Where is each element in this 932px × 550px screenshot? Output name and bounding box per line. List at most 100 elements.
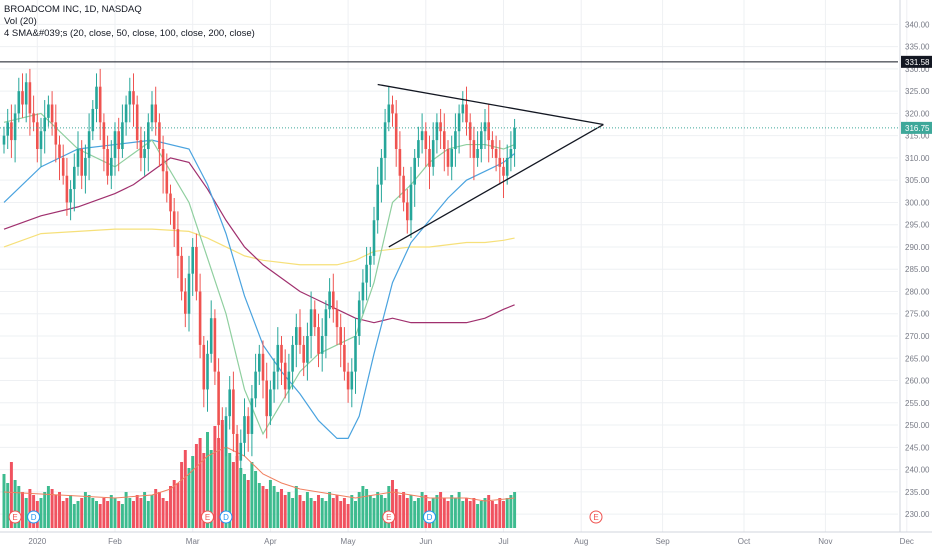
volume-bar [120, 504, 124, 528]
volume-bar [28, 489, 32, 528]
candle-body [465, 104, 468, 123]
volume-bar [268, 480, 272, 528]
candle-body [28, 82, 32, 114]
candle-body [491, 140, 494, 150]
candle-body [261, 353, 265, 381]
candle-body [80, 149, 83, 176]
volume-bar [6, 483, 10, 528]
volume-bar [180, 462, 184, 528]
candle-body [420, 131, 424, 141]
candle-body [91, 108, 95, 132]
price-tick-label: 230.00 [905, 510, 930, 519]
candle-body [246, 416, 250, 434]
volume-bars [2, 420, 517, 528]
volume-bar [309, 498, 313, 528]
volume-bar [183, 450, 187, 528]
volume-bar [235, 456, 239, 528]
volume-bar [294, 486, 298, 528]
volume-bar [24, 498, 28, 528]
candle-body [387, 104, 391, 123]
candle-body [439, 122, 442, 132]
volume-bar [402, 492, 406, 528]
volume-bar [172, 480, 176, 528]
volume-bar [305, 492, 309, 528]
event-marker[interactable]: E [8, 510, 22, 524]
triangle-lower-line [388, 123, 604, 248]
candle-body [350, 371, 354, 390]
price-tick-label: 340.00 [905, 20, 930, 29]
volume-bar [372, 498, 376, 528]
price-tick-label: 235.00 [905, 488, 930, 497]
candle-body [372, 220, 376, 256]
volume-bar [365, 489, 369, 528]
price-tick-label: 260.00 [905, 377, 930, 386]
time-tick-label: Aug [574, 537, 588, 546]
volume-bar [128, 498, 132, 528]
horizontal-line-label: 331.58 [905, 58, 930, 67]
candle-body [224, 416, 228, 448]
volume-bar [424, 495, 428, 528]
event-marker[interactable]: D [219, 510, 233, 524]
price-tick-label: 310.00 [905, 154, 930, 163]
event-marker[interactable]: D [423, 510, 436, 524]
candle-body [317, 327, 320, 354]
volume-bar [450, 495, 454, 528]
volume-bar [502, 501, 505, 528]
time-tick-label: Jul [498, 537, 508, 546]
event-marker[interactable]: E [382, 510, 396, 524]
volume-bar [328, 492, 332, 528]
volume-bar [283, 495, 287, 528]
volume-bar [280, 489, 283, 528]
volume-bar [139, 498, 143, 528]
candle-body [324, 309, 328, 337]
event-label: E [205, 513, 210, 522]
candle-body [376, 184, 379, 221]
candle-body [339, 327, 342, 345]
volume-bar [80, 498, 84, 528]
volume-bar [157, 492, 161, 528]
candle-body [461, 104, 465, 114]
volume-bar [505, 498, 509, 528]
candle-body [32, 113, 35, 123]
candle-body [287, 371, 291, 390]
sma-indicator-label[interactable]: 4 SMA&#039;s (20, close, 50, close, 100,… [4, 28, 255, 39]
volume-bar [335, 495, 339, 528]
volume-bar [39, 498, 43, 528]
time-tick-label: May [341, 537, 356, 546]
volume-bar [21, 492, 24, 528]
volume-bar [198, 438, 202, 528]
volume-bar [357, 492, 361, 528]
event-marker[interactable]: E [589, 510, 603, 524]
candle-body [61, 157, 65, 176]
candle-body [50, 104, 54, 123]
volume-bar [220, 420, 224, 528]
volume-bar [43, 492, 47, 528]
event-marker[interactable]: E [201, 510, 214, 524]
candle-body [235, 433, 239, 461]
candle-body [187, 273, 191, 314]
volume-bar [298, 495, 302, 528]
time-tick-label: Jun [419, 537, 432, 546]
volume-bar [409, 495, 413, 528]
candle-body [102, 122, 106, 150]
volume-bar [487, 495, 491, 528]
volume-bar [76, 501, 80, 528]
volume-bar [416, 498, 420, 528]
event-marker[interactable]: D [27, 510, 41, 524]
candle-body [332, 291, 335, 310]
volume-bar [61, 501, 65, 528]
volume-bar [54, 495, 58, 528]
volume-indicator-label[interactable]: Vol (20) [4, 16, 37, 27]
event-circle [589, 510, 603, 524]
candle-body [450, 149, 453, 167]
time-tick-label: Apr [264, 537, 277, 546]
volume-bar [276, 492, 280, 528]
volume-bar [368, 495, 372, 528]
candle-body [468, 122, 472, 141]
candle-body [406, 202, 409, 221]
time-tick-label: Oct [738, 537, 751, 546]
candle-body [398, 149, 402, 176]
volume-bar [132, 501, 135, 528]
